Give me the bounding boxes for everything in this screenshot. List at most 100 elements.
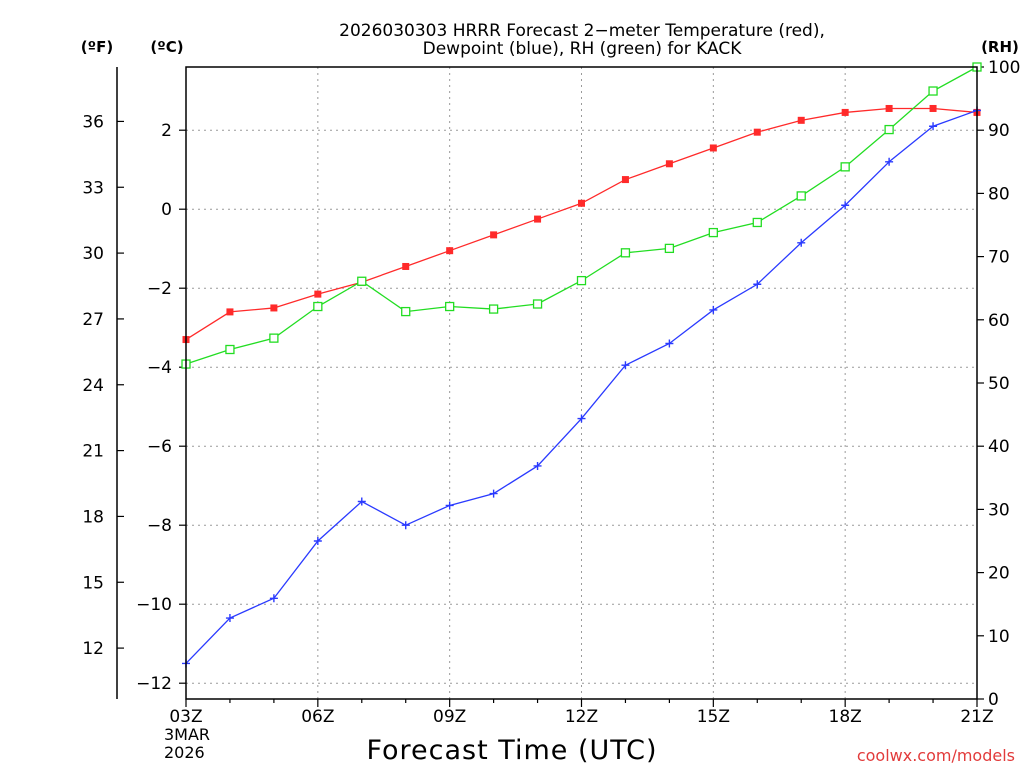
date-line1: 3MAR — [164, 725, 210, 744]
temperature-point — [402, 262, 410, 270]
temperature-point — [314, 290, 322, 298]
fahrenheit-tick-label: 24 — [82, 376, 104, 396]
dewpoint-point — [313, 537, 322, 545]
dewpoint-point — [753, 280, 762, 289]
x-tick-label: 18Z — [829, 707, 862, 727]
fahrenheit-tick-label: 18 — [82, 507, 104, 527]
fahrenheit-axis: 12 15 18 21 24 27 30 33 36 — [82, 67, 124, 699]
celsius-tick-label: 0 — [161, 200, 172, 220]
temperature-point — [841, 108, 849, 116]
temperature-point — [490, 231, 498, 239]
rh-tick-label: 60 — [988, 311, 1010, 331]
dewpoint-point — [489, 489, 498, 498]
temperature-point — [446, 247, 454, 255]
rh-point — [225, 344, 235, 355]
rh-tick-label: 50 — [988, 374, 1010, 394]
dewpoint-point — [445, 501, 454, 510]
fahrenheit-tick-label: 30 — [82, 244, 104, 264]
rh-point — [576, 275, 587, 286]
rh-tick-label: 80 — [988, 184, 1010, 204]
celsius-axis: −12 −10 −8 −6 −4 −2 0 2 — [136, 121, 186, 694]
rh-point — [269, 333, 279, 343]
rh-point — [664, 243, 675, 254]
dewpoint-point — [357, 497, 366, 506]
dewpoint-point — [577, 414, 586, 423]
plot-frame — [185, 66, 978, 700]
rh-tick-label: 70 — [988, 248, 1010, 268]
rh-axis-label: (RH) — [981, 38, 1019, 56]
rh-tick-label: 30 — [988, 500, 1010, 520]
temperature-point — [797, 116, 805, 124]
series-layer — [181, 62, 982, 668]
dewpoint-point — [929, 122, 938, 131]
rh-point — [840, 162, 850, 172]
celsius-tick-label: −10 — [136, 595, 172, 615]
rh-tick-label: 40 — [988, 437, 1010, 457]
dewpoint-point — [841, 201, 850, 210]
rh-point — [928, 86, 938, 96]
rh-point — [313, 301, 323, 312]
dewpoint-point — [269, 594, 278, 603]
footer-credit: coolwx.com/models — [857, 746, 1015, 765]
dewpoint-point — [225, 614, 234, 623]
temperature-point — [885, 104, 893, 112]
celsius-tick-label: −4 — [147, 358, 172, 378]
dewpoint-point — [709, 305, 718, 314]
celsius-tick-label: −8 — [147, 516, 172, 536]
rh-tick-label: 10 — [988, 627, 1010, 647]
dewpoint-point — [797, 238, 806, 247]
x-tick-label: 03Z — [169, 707, 202, 727]
temperature-point — [578, 199, 585, 207]
temperature-point — [621, 176, 629, 184]
x-tick-label: 21Z — [960, 707, 993, 727]
dewpoint-point — [401, 521, 410, 530]
celsius-tick-label: −12 — [136, 674, 172, 694]
temperature-point — [709, 144, 717, 152]
fahrenheit-axis-label: (ºF) — [81, 38, 113, 56]
rh-point — [708, 227, 718, 238]
temperature-point — [270, 304, 278, 312]
x-tick-label: 12Z — [565, 707, 598, 727]
x-tick-label: 06Z — [301, 707, 334, 727]
fahrenheit-tick-label: 15 — [82, 573, 104, 593]
x-tick-label: 09Z — [433, 707, 466, 727]
fahrenheit-tick-label: 12 — [82, 639, 104, 659]
series-rh — [181, 62, 982, 369]
dewpoint-point — [665, 339, 674, 348]
temperature-point — [929, 104, 937, 112]
rh-point — [752, 217, 762, 228]
rh-point — [884, 124, 894, 135]
rh-point — [532, 299, 543, 309]
temperature-point — [226, 308, 234, 316]
celsius-tick-label: −2 — [147, 279, 172, 299]
rh-tick-label: 100 — [988, 58, 1020, 78]
chart-title-line2: Dewpoint (blue), RH (green) for KACK — [423, 39, 743, 59]
chart-title-line1: 2026030303 HRRR Forecast 2−meter Tempera… — [339, 21, 825, 41]
grid — [186, 67, 977, 699]
rh-point — [488, 304, 499, 314]
date-line2: 2026 — [164, 743, 205, 762]
fahrenheit-tick-label: 33 — [82, 178, 104, 198]
fahrenheit-tick-label: 21 — [82, 442, 104, 462]
celsius-axis-label: (ºC) — [150, 38, 183, 56]
temperature-point — [665, 160, 673, 168]
celsius-tick-label: 2 — [161, 121, 172, 141]
rh-tick-label: 20 — [988, 564, 1010, 584]
rh-tick-label: 0 — [988, 690, 999, 710]
fahrenheit-tick-label: 27 — [82, 310, 104, 330]
dewpoint-point — [885, 157, 894, 166]
x-tick-label: 15Z — [697, 707, 730, 727]
dewpoint-point — [621, 361, 630, 370]
fahrenheit-tick-label: 36 — [82, 112, 104, 132]
series-dewpoint — [182, 106, 981, 668]
x-axis-title: Forecast Time (UTC) — [366, 735, 657, 766]
temperature-point — [753, 128, 761, 136]
rh-point — [796, 191, 806, 201]
rh-axis: 0 10 20 30 40 50 60 70 80 90 100 — [977, 58, 1020, 710]
rh-point — [620, 248, 631, 258]
rh-tick-label: 90 — [988, 121, 1010, 141]
celsius-tick-label: −6 — [147, 437, 172, 457]
dewpoint-point — [533, 461, 542, 470]
x-axis: 03Z 06Z 09Z 12Z 15Z 18Z 21Z — [169, 699, 994, 727]
temperature-point — [534, 215, 542, 223]
